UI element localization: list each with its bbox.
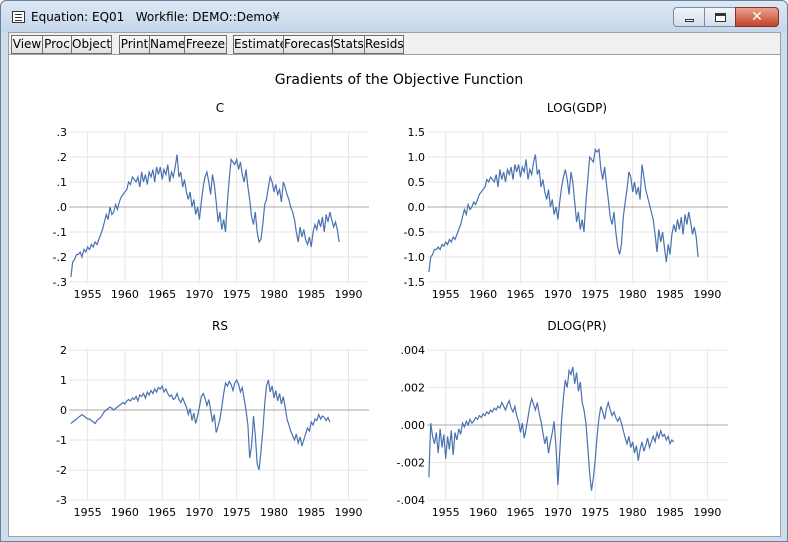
log-gdp-series-line (428, 147, 699, 273)
c-x-tick-label: 1985 (297, 288, 325, 301)
view-button[interactable]: View (11, 35, 43, 54)
dlog-pr-x-tick-label: 1955 (432, 506, 460, 519)
close-button[interactable]: ✕ (735, 7, 779, 27)
c-y-tick-label: -.3 (53, 276, 67, 289)
log-gdp-y-tick-label: -0.5 (404, 226, 425, 239)
log-gdp-y-tick-label: 1.0 (408, 151, 426, 164)
graph-title: Gradients of the Objective Function (275, 72, 523, 88)
maximize-button[interactable] (704, 7, 736, 27)
rs-x-tick-label: 1955 (74, 506, 102, 519)
rs-series-line (70, 378, 331, 471)
rs-y-tick-label: -1 (56, 434, 67, 447)
rs-x-tick-label: 1970 (185, 506, 213, 519)
log-gdp-x-tick-label: 1955 (432, 288, 460, 301)
rs-x-tick-label: 1985 (297, 506, 325, 519)
dlog-pr-y-tick-label: .000 (401, 419, 426, 432)
maximize-icon (715, 13, 726, 22)
rs-y-tick-label: 2 (60, 344, 67, 357)
dlog-pr-y-tick-label: -.002 (397, 457, 425, 470)
stats-button[interactable]: Stats (332, 35, 365, 54)
system-menu-icon[interactable] (12, 11, 25, 23)
c-y-tick-label: .3 (57, 126, 68, 139)
rs-x-tick-label: 1965 (148, 506, 176, 519)
log-gdp-chart-title: LOG(GDP) (547, 101, 607, 115)
c-y-tick-label: .2 (57, 151, 68, 164)
rs-x-tick-label: 1980 (260, 506, 288, 519)
rs-y-tick-label: -2 (56, 464, 67, 477)
rs-chart-title: RS (212, 319, 228, 333)
minimize-icon (685, 19, 694, 22)
title-bar[interactable]: Equation: EQ01 Workfile: DEMO::Demo¥ ✕ (1, 1, 787, 32)
close-icon: ✕ (751, 9, 763, 25)
dlog-pr-series-line (428, 366, 675, 491)
dlog-pr-y-tick-label: .002 (401, 382, 426, 395)
freeze-button[interactable]: Freeze (184, 35, 227, 54)
c-y-tick-label: -.2 (53, 251, 67, 264)
log-gdp-y-tick-label: -1.5 (404, 276, 425, 289)
c-x-tick-label: 1955 (74, 288, 102, 301)
log-gdp-x-tick-label: 1990 (693, 288, 721, 301)
window-controls: ✕ (673, 7, 779, 27)
c-x-tick-label: 1965 (148, 288, 176, 301)
c-x-tick-label: 1990 (335, 288, 363, 301)
log-gdp-x-tick-label: 1980 (619, 288, 647, 301)
log-gdp-y-tick-label: 0.0 (408, 201, 426, 214)
name-button[interactable]: Name (149, 35, 185, 54)
dlog-pr-x-tick-label: 1965 (506, 506, 534, 519)
c-x-tick-label: 1975 (223, 288, 251, 301)
proc-button[interactable]: Proc (42, 35, 72, 54)
c-series-line (70, 154, 340, 278)
dlog-pr-x-tick-label: 1985 (656, 506, 684, 519)
object-button[interactable]: Object (71, 35, 112, 54)
log-gdp-x-tick-label: 1970 (544, 288, 572, 301)
c-y-tick-label: -.1 (53, 226, 67, 239)
rs-x-tick-label: 1975 (223, 506, 251, 519)
gradient-graph: Gradients of the Objective Function C 195… (53, 72, 728, 519)
dlog-pr-x-tick-label: 1975 (581, 506, 609, 519)
dlog-pr-y-tick-label: -.004 (397, 494, 425, 507)
log-gdp-x-tick-label: 1965 (506, 288, 534, 301)
log-gdp-y-tick-label: -1.0 (404, 251, 425, 264)
dlog-pr-x-tick-label: 1960 (469, 506, 497, 519)
rs-y-tick-label: -3 (56, 494, 67, 507)
forecast-button[interactable]: Forecast (283, 35, 335, 54)
print-button[interactable]: Print (119, 35, 150, 54)
rs-y-tick-label: 1 (60, 374, 67, 387)
window-title: Equation: EQ01 Workfile: DEMO::Demo¥ (31, 10, 281, 24)
dlog-pr-chart-title: DLOG(PR) (547, 319, 606, 333)
dlog-pr-y-tick-label: .004 (401, 344, 426, 357)
c-x-tick-label: 1960 (111, 288, 139, 301)
c-y-tick-label: .1 (57, 176, 68, 189)
minimize-button[interactable] (673, 7, 705, 27)
resids-button[interactable]: Resids (364, 35, 404, 54)
log-gdp-x-tick-label: 1960 (469, 288, 497, 301)
log-gdp-x-tick-label: 1975 (581, 288, 609, 301)
equation-toolbar: View Proc Object Print Name Freeze Estim… (8, 32, 781, 54)
dlog-pr-x-tick-label: 1970 (544, 506, 572, 519)
dlog-pr-x-tick-label: 1990 (693, 506, 721, 519)
graph-view[interactable]: Gradients of the Objective Function C 195… (8, 54, 781, 537)
log-gdp-y-tick-label: 1.5 (408, 126, 426, 139)
log-gdp-x-tick-label: 1985 (656, 288, 684, 301)
c-x-tick-label: 1980 (260, 288, 288, 301)
rs-x-tick-label: 1990 (335, 506, 363, 519)
log-gdp-y-tick-label: 0.5 (408, 176, 426, 189)
dlog-pr-x-tick-label: 1980 (619, 506, 647, 519)
rs-y-tick-label: 0 (60, 404, 67, 417)
c-y-tick-label: .0 (57, 201, 68, 214)
estimate-button[interactable]: Estimate (233, 35, 287, 54)
c-x-tick-label: 1970 (185, 288, 213, 301)
rs-x-tick-label: 1960 (111, 506, 139, 519)
c-chart-title: C (216, 101, 224, 115)
